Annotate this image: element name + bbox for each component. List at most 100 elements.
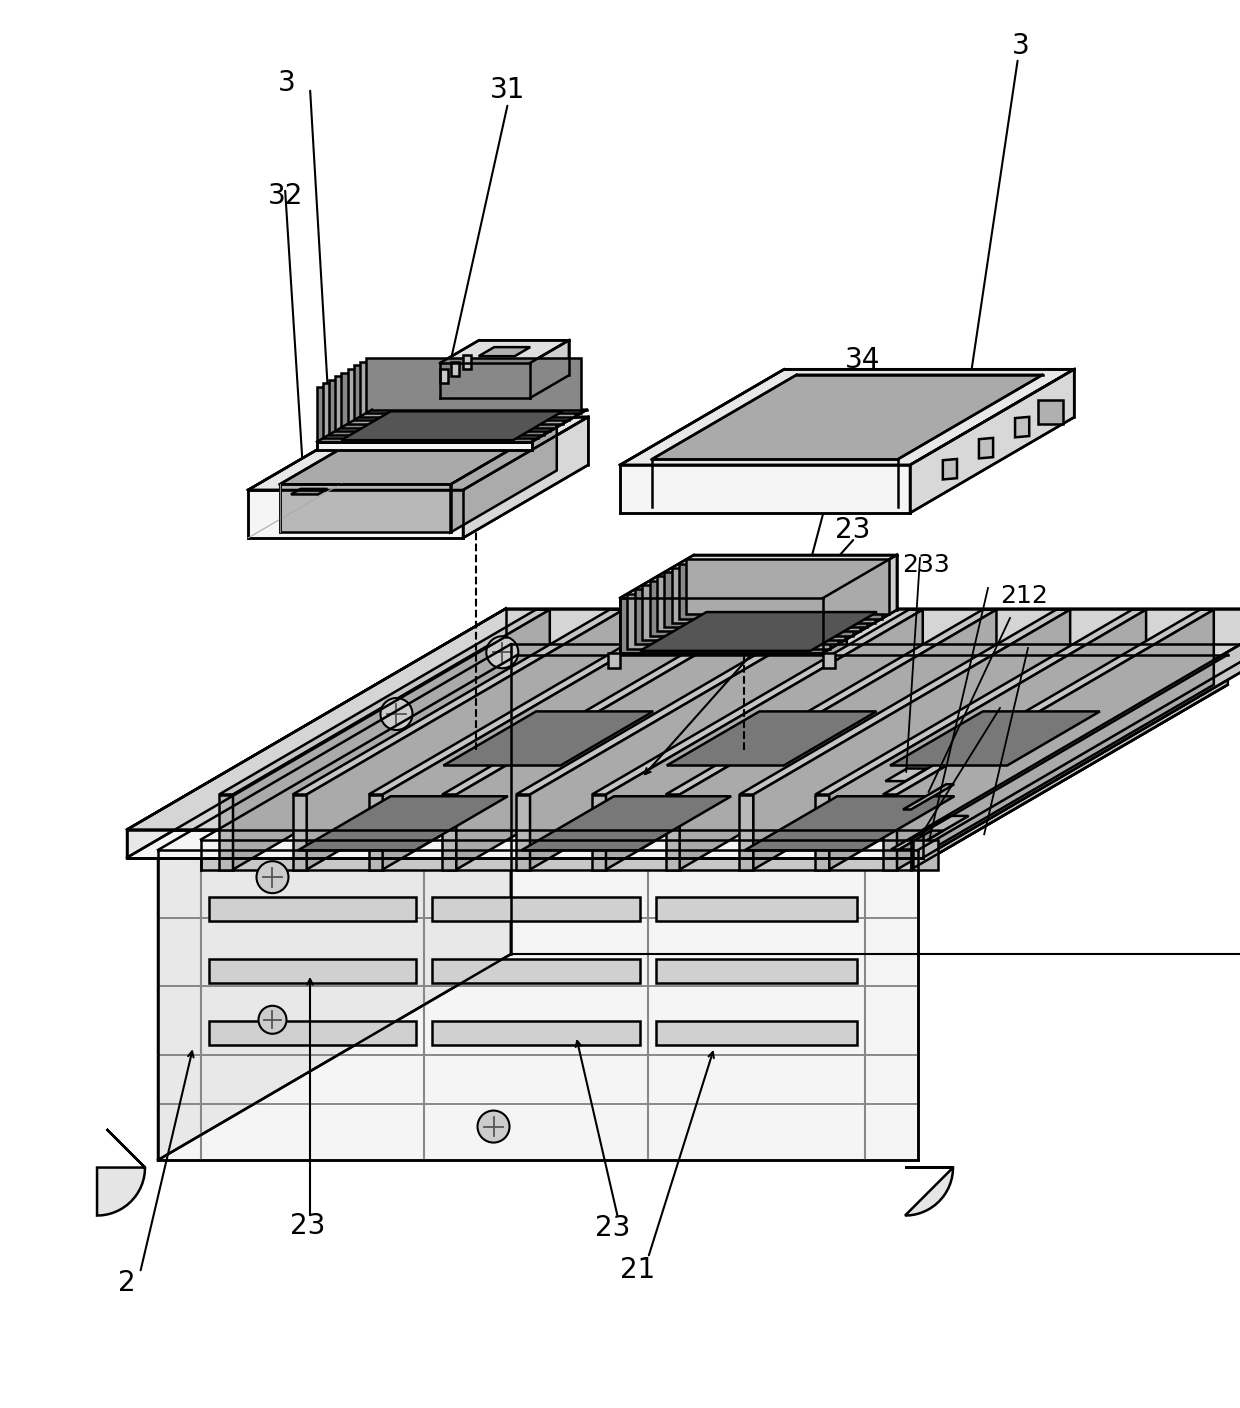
Polygon shape xyxy=(942,459,957,480)
Text: 3: 3 xyxy=(1012,32,1029,61)
Polygon shape xyxy=(650,580,853,636)
Polygon shape xyxy=(353,365,569,421)
Polygon shape xyxy=(126,829,923,857)
Polygon shape xyxy=(893,645,1240,850)
Polygon shape xyxy=(341,373,557,428)
Polygon shape xyxy=(516,794,529,870)
Polygon shape xyxy=(279,484,450,532)
Polygon shape xyxy=(451,362,460,376)
Polygon shape xyxy=(656,959,857,983)
Polygon shape xyxy=(620,598,823,653)
Polygon shape xyxy=(157,645,1240,850)
Polygon shape xyxy=(201,684,1228,870)
Polygon shape xyxy=(656,1021,857,1045)
Polygon shape xyxy=(440,341,569,363)
Polygon shape xyxy=(620,369,1074,465)
Polygon shape xyxy=(184,839,911,850)
Text: 212: 212 xyxy=(999,584,1048,608)
Polygon shape xyxy=(911,655,1228,870)
Polygon shape xyxy=(883,610,1214,794)
Polygon shape xyxy=(687,559,889,614)
Polygon shape xyxy=(666,610,997,794)
Polygon shape xyxy=(341,411,563,441)
Polygon shape xyxy=(248,490,463,538)
Polygon shape xyxy=(335,376,551,431)
Polygon shape xyxy=(913,839,937,870)
Polygon shape xyxy=(883,794,897,870)
Polygon shape xyxy=(978,438,993,459)
Polygon shape xyxy=(620,598,823,653)
Circle shape xyxy=(486,636,518,669)
Text: 23: 23 xyxy=(835,515,870,543)
Text: 30: 30 xyxy=(391,369,425,397)
Polygon shape xyxy=(433,1021,640,1045)
Polygon shape xyxy=(591,794,606,870)
Polygon shape xyxy=(680,563,882,618)
Polygon shape xyxy=(905,1167,954,1215)
Polygon shape xyxy=(368,610,699,794)
Polygon shape xyxy=(210,1021,417,1045)
Polygon shape xyxy=(219,794,233,870)
Polygon shape xyxy=(293,610,624,794)
Polygon shape xyxy=(306,610,624,870)
Text: 23: 23 xyxy=(290,1212,325,1240)
Text: 232: 232 xyxy=(1040,643,1087,667)
Circle shape xyxy=(257,862,289,893)
Text: 3: 3 xyxy=(278,69,296,97)
Polygon shape xyxy=(640,612,877,650)
Polygon shape xyxy=(620,555,897,598)
Polygon shape xyxy=(463,417,588,538)
Text: 233: 233 xyxy=(901,553,950,577)
Polygon shape xyxy=(433,959,640,983)
Polygon shape xyxy=(529,610,847,870)
Polygon shape xyxy=(1016,417,1029,438)
Polygon shape xyxy=(521,797,732,850)
Polygon shape xyxy=(463,355,471,369)
Polygon shape xyxy=(621,700,921,777)
Polygon shape xyxy=(635,590,838,645)
Text: 31: 31 xyxy=(490,76,526,104)
Polygon shape xyxy=(846,700,1145,777)
Polygon shape xyxy=(317,410,587,442)
Polygon shape xyxy=(444,711,653,766)
Polygon shape xyxy=(699,784,999,862)
Polygon shape xyxy=(903,784,955,810)
Text: 34: 34 xyxy=(844,346,880,375)
Polygon shape xyxy=(456,610,773,870)
Circle shape xyxy=(381,698,413,729)
Text: 2: 2 xyxy=(118,1269,135,1297)
Polygon shape xyxy=(606,610,923,870)
Polygon shape xyxy=(651,375,1043,459)
Polygon shape xyxy=(443,794,456,870)
Polygon shape xyxy=(157,645,536,850)
Polygon shape xyxy=(816,794,830,870)
Polygon shape xyxy=(620,465,910,513)
Polygon shape xyxy=(443,610,773,794)
Text: 231: 231 xyxy=(1022,614,1070,638)
Polygon shape xyxy=(591,610,923,794)
Polygon shape xyxy=(657,576,859,631)
Polygon shape xyxy=(157,645,511,1160)
Polygon shape xyxy=(680,610,997,870)
Polygon shape xyxy=(666,794,680,870)
Polygon shape xyxy=(665,572,867,627)
Polygon shape xyxy=(291,489,327,494)
Circle shape xyxy=(477,1111,510,1142)
Polygon shape xyxy=(317,387,532,442)
Polygon shape xyxy=(667,711,877,766)
Polygon shape xyxy=(253,784,553,862)
Polygon shape xyxy=(324,383,538,438)
Polygon shape xyxy=(233,610,549,870)
Polygon shape xyxy=(656,897,857,921)
Text: 32: 32 xyxy=(268,182,304,210)
Polygon shape xyxy=(126,608,1240,829)
Polygon shape xyxy=(368,794,383,870)
Polygon shape xyxy=(627,594,831,649)
Polygon shape xyxy=(899,831,944,849)
Polygon shape xyxy=(529,341,569,398)
Polygon shape xyxy=(126,608,506,857)
Polygon shape xyxy=(366,358,580,413)
Polygon shape xyxy=(97,1129,145,1215)
Polygon shape xyxy=(885,769,928,781)
Polygon shape xyxy=(897,610,1214,870)
